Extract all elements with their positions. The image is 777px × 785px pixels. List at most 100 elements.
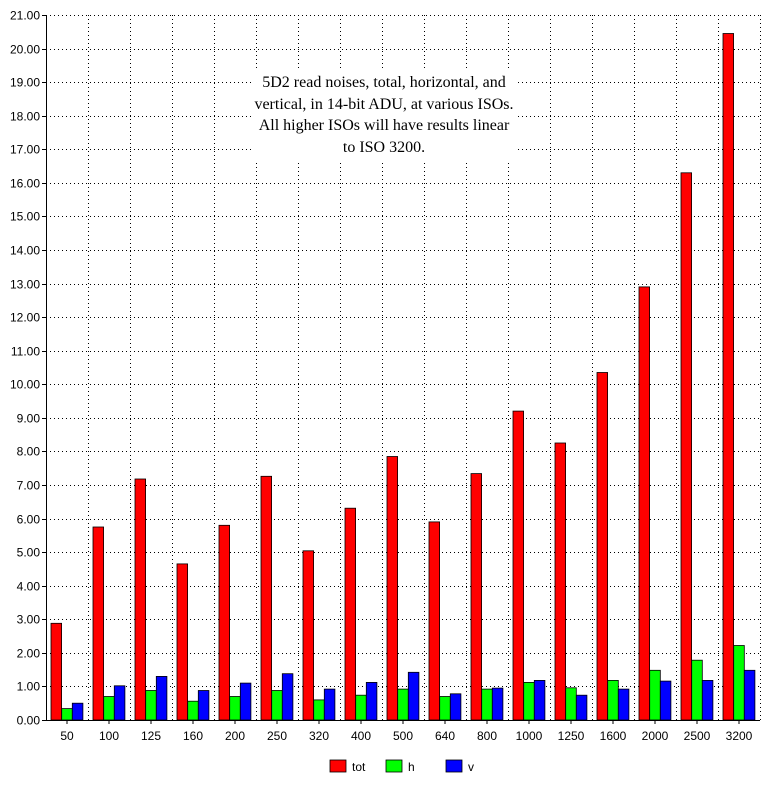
bar-tot-400	[344, 507, 357, 721]
y-tick-label: 20.00	[10, 43, 40, 57]
bar-tot-320	[302, 550, 315, 721]
x-tick-label: 125	[141, 729, 161, 743]
x-tick-label: 100	[99, 729, 119, 743]
bar-h-1000	[523, 682, 535, 721]
y-tick-label: 13.00	[10, 278, 40, 292]
bar-v-250	[281, 673, 294, 721]
bar-v-1600	[617, 688, 630, 721]
chart-annotation: 5D2 read noises, total, horizontal, and …	[252, 70, 516, 160]
y-tick-label: 11.00	[11, 345, 40, 359]
bar-v-320	[323, 688, 336, 721]
y-tick-label: 8.00	[17, 445, 41, 459]
bar-v-200	[239, 682, 252, 721]
bars	[50, 33, 756, 721]
legend-swatch-v	[445, 759, 463, 773]
bar-v-125	[155, 676, 168, 721]
bar-tot-100	[92, 526, 105, 721]
x-tick-label: 200	[225, 729, 245, 743]
x-tick-label: 160	[183, 729, 203, 743]
y-tick-label: 10.00	[10, 378, 40, 392]
x-tick-label: 640	[435, 729, 455, 743]
bar-tot-1600	[596, 372, 609, 721]
bar-h-1250	[565, 687, 577, 721]
bar-tot-500	[386, 456, 399, 721]
bar-v-1250	[575, 694, 588, 721]
y-tick-label: 1.00	[17, 680, 41, 694]
bar-h-500	[397, 688, 409, 721]
x-tick-label: 1250	[558, 729, 585, 743]
bar-h-3200	[733, 645, 745, 721]
bar-tot-3200	[722, 33, 735, 721]
legend: tot h v	[329, 759, 474, 774]
y-tick-label: 0.00	[17, 714, 41, 728]
x-axis-ticks: 50 100 125 160 200 250 320 400 500 640 800 1000 1250…	[60, 720, 753, 743]
legend-label-v: v	[468, 760, 474, 774]
y-tick-label: 14.00	[10, 244, 40, 258]
bar-v-3200	[743, 669, 756, 721]
bar-v-500	[407, 671, 420, 721]
bar-v-640	[449, 693, 462, 721]
bar-tot-125	[134, 478, 147, 721]
legend-swatch-tot	[329, 759, 347, 773]
bar-h-1600	[607, 680, 619, 721]
y-tick-label: 12.00	[10, 311, 40, 325]
bar-tot-250	[260, 475, 273, 721]
bar-h-320	[313, 699, 325, 721]
bar-h-160	[187, 700, 199, 721]
bar-tot-160	[176, 563, 189, 721]
bar-h-200	[229, 696, 241, 721]
x-tick-label: 3200	[726, 729, 753, 743]
bar-h-2000	[649, 669, 661, 721]
bar-h-125	[145, 690, 157, 721]
y-tick-label: 3.00	[17, 613, 41, 627]
x-tick-label: 1600	[600, 729, 627, 743]
bar-h-800	[481, 688, 493, 721]
bar-h-400	[355, 694, 367, 721]
x-tick-label: 800	[477, 729, 497, 743]
bar-tot-1250	[554, 442, 567, 721]
bar-v-800	[491, 687, 504, 721]
legend-swatch-h	[385, 759, 403, 773]
legend-label-tot: tot	[352, 760, 366, 774]
x-tick-label: 2000	[642, 729, 669, 743]
bar-v-2500	[701, 680, 714, 721]
bar-v-50	[71, 702, 84, 721]
bar-h-50	[61, 708, 73, 721]
bar-tot-1000	[512, 410, 525, 721]
y-tick-label: 9.00	[17, 412, 41, 426]
y-tick-label: 19.00	[10, 76, 40, 90]
bar-v-100	[113, 685, 126, 721]
y-tick-label: 21.00	[10, 9, 40, 23]
x-tick-label: 320	[309, 729, 329, 743]
y-tick-label: 4.00	[17, 580, 41, 594]
bar-h-2500	[691, 659, 703, 721]
y-tick-label: 2.00	[17, 647, 41, 661]
bar-tot-640	[428, 521, 441, 721]
bar-tot-2500	[680, 172, 693, 721]
bar-v-400	[365, 682, 378, 721]
legend-label-h: h	[408, 760, 415, 774]
x-tick-label: 400	[351, 729, 371, 743]
bar-v-1000	[533, 680, 546, 721]
bar-tot-800	[470, 473, 483, 721]
x-tick-label: 2500	[684, 729, 711, 743]
x-tick-label: 1000	[516, 729, 543, 743]
y-tick-label: 7.00	[17, 479, 41, 493]
y-tick-label: 17.00	[10, 143, 40, 157]
bar-h-640	[439, 696, 451, 721]
bar-tot-50	[50, 622, 63, 721]
bar-v-160	[197, 690, 210, 721]
bar-h-250	[271, 690, 283, 721]
y-axis-ticks: 0.00 1.00 2.00 3.00 4.00 5.00 6.00 7.00 8.00 9.00…	[10, 9, 46, 728]
bar-tot-2000	[638, 286, 651, 721]
y-tick-label: 5.00	[17, 546, 41, 560]
y-tick-label: 16.00	[10, 177, 40, 191]
x-tick-label: 250	[267, 729, 287, 743]
y-tick-label: 18.00	[10, 110, 40, 124]
y-tick-label: 6.00	[17, 513, 41, 527]
y-tick-label: 15.00	[10, 210, 40, 224]
x-tick-label: 50	[60, 729, 74, 743]
bar-h-100	[103, 696, 115, 721]
bar-v-2000	[659, 680, 672, 721]
